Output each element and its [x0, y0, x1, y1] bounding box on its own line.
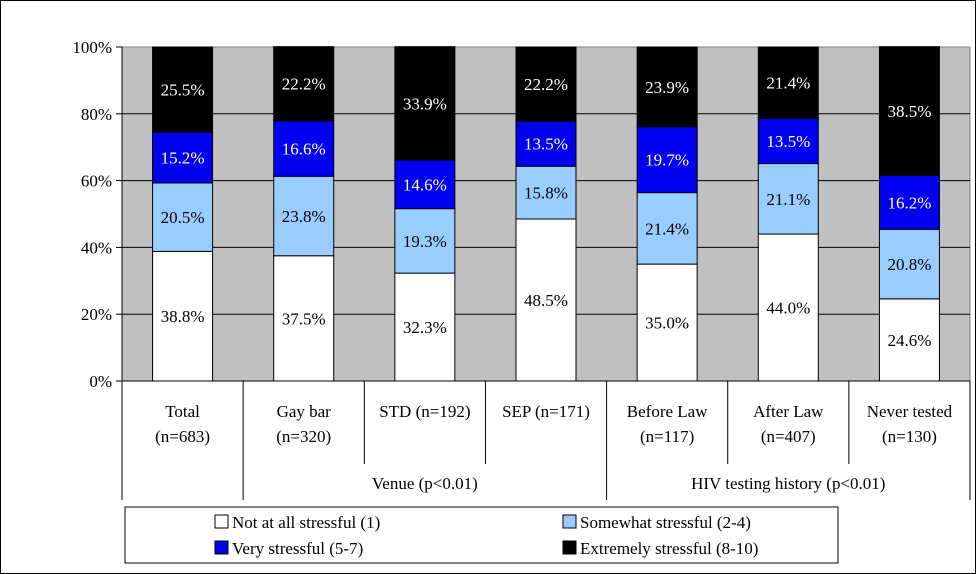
data-label: 25.5%: [161, 81, 205, 100]
bar-segment: [515, 46, 577, 122]
data-label: 48.5%: [524, 291, 568, 310]
category-label: SEP (n=171): [502, 402, 590, 421]
bar-segment: [757, 233, 819, 382]
bar-segment: [878, 46, 940, 176]
legend-swatch: [562, 540, 577, 555]
category-count: (n=407): [761, 427, 816, 446]
data-label: 22.2%: [524, 75, 568, 94]
bar-segment: [757, 117, 819, 165]
bar-segment: [515, 120, 577, 167]
legend-swatch: [214, 514, 229, 529]
bar-segment: [273, 175, 335, 257]
legend-label: Extremely stressful (8-10): [580, 539, 758, 558]
data-label: 15.2%: [161, 149, 205, 168]
data-label: 23.9%: [645, 78, 689, 97]
bar-segment: [636, 126, 698, 194]
bar-segment: [273, 120, 335, 177]
legend-swatch: [562, 514, 577, 529]
y-tick-label: 0%: [89, 372, 112, 391]
legend: [124, 506, 839, 564]
data-label: 35.0%: [645, 314, 689, 333]
data-label: 38.5%: [887, 102, 931, 121]
data-label: 22.2%: [282, 75, 326, 94]
legend-label: Somewhat stressful (2-4): [580, 513, 751, 532]
bar-segment: [878, 228, 940, 300]
data-label: 16.6%: [282, 140, 326, 159]
category-label: Before Law: [627, 402, 708, 421]
data-label: 21.1%: [766, 190, 810, 209]
bar-segment: [152, 250, 214, 382]
y-tick-label: 20%: [81, 305, 112, 324]
bar-segment: [152, 46, 214, 133]
data-label: 32.3%: [403, 318, 447, 337]
y-tick-label: 80%: [81, 105, 112, 124]
data-label: 15.8%: [524, 184, 568, 203]
bar-segment: [152, 131, 214, 184]
category-count: (n=320): [276, 427, 331, 446]
bar-segment: [757, 163, 819, 235]
group-label: Venue (p<0.01): [372, 474, 478, 493]
y-tick-label: 40%: [81, 238, 112, 257]
y-tick-label: 100%: [72, 38, 112, 57]
legend-label: Very stressful (5-7): [232, 539, 363, 558]
bar-segment: [273, 46, 335, 122]
data-label: 20.8%: [887, 255, 931, 274]
bar-segment: [515, 165, 577, 220]
category-label: Total: [165, 402, 200, 421]
data-label: 38.8%: [161, 307, 205, 326]
bar-segment: [636, 192, 698, 265]
bar-segment: [636, 263, 698, 382]
legend-swatch: [214, 540, 229, 555]
data-label: 23.8%: [282, 207, 326, 226]
legend-label: Not at all stressful (1): [232, 513, 380, 532]
data-label: 16.2%: [887, 193, 931, 212]
bar-segment: [394, 46, 456, 161]
bar-segment: [878, 298, 940, 382]
data-label: 13.5%: [766, 132, 810, 151]
data-label: 21.4%: [645, 219, 689, 238]
group-label: HIV testing history (p<0.01): [691, 474, 885, 493]
bar-segment: [636, 46, 698, 128]
bar-segment: [515, 218, 577, 382]
category-label: Never tested: [867, 402, 953, 421]
bar-segment: [878, 174, 940, 230]
bar-segment: [152, 182, 214, 252]
data-label: 44.0%: [766, 299, 810, 318]
data-label: 20.5%: [161, 208, 205, 227]
data-label: 13.5%: [524, 135, 568, 154]
data-label: 24.6%: [887, 331, 931, 350]
category-count: (n=117): [640, 427, 694, 446]
data-label: 21.4%: [766, 74, 810, 93]
bar-segment: [394, 208, 456, 274]
category-label: Gay bar: [277, 402, 332, 421]
data-label: 33.9%: [403, 94, 447, 113]
category-label: STD (n=192): [379, 402, 470, 421]
category-count: (n=683): [155, 427, 210, 446]
data-label: 14.6%: [403, 175, 447, 194]
data-label: 19.7%: [645, 151, 689, 170]
category-count: (n=130): [882, 427, 937, 446]
category-label: After Law: [753, 402, 824, 421]
data-label: 19.3%: [403, 232, 447, 251]
data-label: 37.5%: [282, 309, 326, 328]
bar-segment: [757, 46, 819, 119]
y-tick-label: 60%: [81, 172, 112, 191]
